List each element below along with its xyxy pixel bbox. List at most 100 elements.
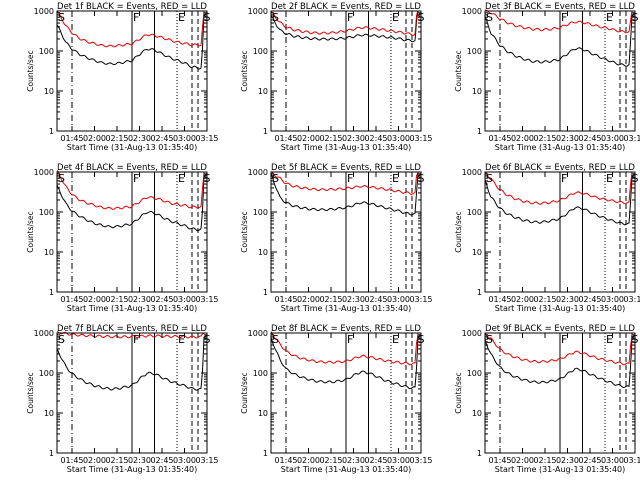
- series-line-events: [484, 175, 633, 226]
- y-axis-label: Counts/sec: [454, 50, 463, 91]
- y-tick-label: 1000: [34, 7, 54, 16]
- x-tick-label: 03:00: [387, 456, 410, 465]
- y-tick-label: 100: [39, 369, 54, 378]
- phase-marker-label: E: [392, 11, 399, 24]
- plot-frame: [270, 171, 422, 293]
- series-line-events: [56, 12, 205, 70]
- x-tick-label: 02:45: [578, 456, 601, 465]
- y-tick-label: 1000: [248, 168, 268, 177]
- phase-marker-label: S: [204, 333, 211, 346]
- x-tick-label: 03:00: [173, 295, 196, 304]
- x-tick-label: 02:15: [533, 456, 556, 465]
- y-tick-label: 1: [263, 127, 268, 136]
- y-tick-label: 1: [477, 288, 482, 297]
- phase-marker-label: S: [204, 172, 211, 185]
- phase-marker-label: E: [178, 172, 185, 185]
- x-tick-label: 02:30: [128, 456, 151, 465]
- phase-marker-label: E: [392, 333, 399, 346]
- x-tick-label: 03:15: [409, 134, 432, 143]
- phase-marker-label: F: [347, 333, 353, 346]
- y-tick-label: 1000: [462, 7, 482, 16]
- x-tick-label: 03:15: [195, 456, 218, 465]
- series-line-lld: [484, 9, 633, 34]
- panel-title: Det 3f BLACK = Events, RED = LLD: [485, 2, 635, 12]
- x-tick-label: 02:30: [556, 456, 579, 465]
- phase-marker-label: E: [606, 172, 613, 185]
- x-tick-label: 02:15: [105, 134, 128, 143]
- y-tick-label: 1000: [34, 168, 54, 177]
- y-tick-label: 1000: [248, 7, 268, 16]
- plot-frame: [270, 10, 422, 132]
- x-axis-label: Start Time (31-Aug-13 01:35:40): [495, 465, 626, 474]
- y-axis-label: Counts/sec: [454, 372, 463, 413]
- phase-marker-label: S: [632, 11, 639, 24]
- x-tick-label: 02:00: [297, 295, 320, 304]
- x-axis-label: Start Time (31-Aug-13 01:35:40): [67, 304, 198, 313]
- phase-marker-label: S: [58, 172, 65, 185]
- plot-frame: [484, 332, 636, 454]
- x-tick-label: 02:00: [83, 456, 106, 465]
- x-tick-label: 02:45: [578, 134, 601, 143]
- x-tick-label: 01:45: [274, 456, 297, 465]
- detector-panel-5: 1 10 100 1000 01:45 02:00 02:15 02:30 02:45 03:00…: [240, 163, 433, 313]
- detector-panel-2: 1 10 100 1000 01:45 02:00 02:15 02:30 02:45 03:00…: [240, 2, 433, 152]
- phase-marker-label: S: [418, 172, 425, 185]
- phase-marker-label: F: [133, 11, 139, 24]
- plot-frame: [484, 171, 636, 293]
- series-line-lld: [484, 171, 633, 205]
- plot-frame: [56, 10, 208, 132]
- y-axis-label: Counts/sec: [240, 372, 249, 413]
- phase-marker-label: F: [561, 172, 567, 185]
- y-tick-label: 1: [477, 449, 482, 458]
- x-tick-label: 03:15: [623, 456, 640, 465]
- x-tick-label: 02:15: [533, 295, 556, 304]
- x-tick-label: 03:15: [195, 134, 218, 143]
- plot-frame: [56, 332, 208, 454]
- x-axis-label: Start Time (31-Aug-13 01:35:40): [281, 465, 412, 474]
- phase-marker-label: S: [632, 172, 639, 185]
- x-tick-label: 03:15: [623, 295, 640, 304]
- y-tick-label: 1: [49, 288, 54, 297]
- phase-marker-label: E: [178, 11, 185, 24]
- x-tick-label: 02:15: [319, 134, 342, 143]
- y-tick-label: 10: [472, 409, 482, 418]
- x-tick-label: 03:15: [195, 295, 218, 304]
- plot-frame: [270, 332, 422, 454]
- y-tick-label: 1000: [462, 168, 482, 177]
- panel-title: Det 9f BLACK = Events, RED = LLD: [485, 324, 635, 334]
- x-tick-label: 02:45: [364, 456, 387, 465]
- y-tick-label: 100: [39, 208, 54, 217]
- x-tick-label: 03:00: [173, 456, 196, 465]
- phase-marker-label: S: [272, 11, 279, 24]
- y-tick-label: 100: [467, 47, 482, 56]
- x-tick-label: 01:45: [488, 134, 511, 143]
- phase-marker-label: S: [486, 333, 493, 346]
- panel-title: Det 5f BLACK = Events, RED = LLD: [271, 163, 421, 173]
- x-tick-label: 03:00: [173, 134, 196, 143]
- x-tick-label: 03:00: [601, 295, 624, 304]
- panel-title: Det 2f BLACK = Events, RED = LLD: [271, 2, 421, 12]
- x-tick-label: 02:00: [511, 295, 534, 304]
- y-tick-label: 1: [263, 449, 268, 458]
- x-tick-label: 02:15: [105, 456, 128, 465]
- phase-marker-label: S: [418, 11, 425, 24]
- x-tick-label: 03:00: [601, 456, 624, 465]
- x-tick-label: 01:45: [60, 295, 83, 304]
- detector-panel-7: 1 10 100 1000 01:45 02:00 02:15 02:30 02:45 03:00…: [26, 324, 219, 474]
- y-tick-label: 1: [263, 288, 268, 297]
- phase-marker-label: S: [272, 333, 279, 346]
- series-line-lld: [270, 331, 419, 366]
- phase-marker-label: E: [178, 333, 185, 346]
- x-tick-label: 02:30: [342, 295, 365, 304]
- detector-panel-9: 1 10 100 1000 01:45 02:00 02:15 02:30 02:45 03:00…: [454, 324, 640, 474]
- y-tick-label: 10: [44, 248, 54, 257]
- panel-title: Det 8f BLACK = Events, RED = LLD: [271, 324, 421, 334]
- x-tick-label: 01:45: [60, 134, 83, 143]
- x-tick-label: 02:45: [364, 295, 387, 304]
- x-tick-label: 02:30: [556, 295, 579, 304]
- phase-marker-label: S: [58, 11, 65, 24]
- y-tick-label: 1: [477, 127, 482, 136]
- panel-title: Det 1f BLACK = Events, RED = LLD: [57, 2, 207, 12]
- plot-frame: [56, 171, 208, 293]
